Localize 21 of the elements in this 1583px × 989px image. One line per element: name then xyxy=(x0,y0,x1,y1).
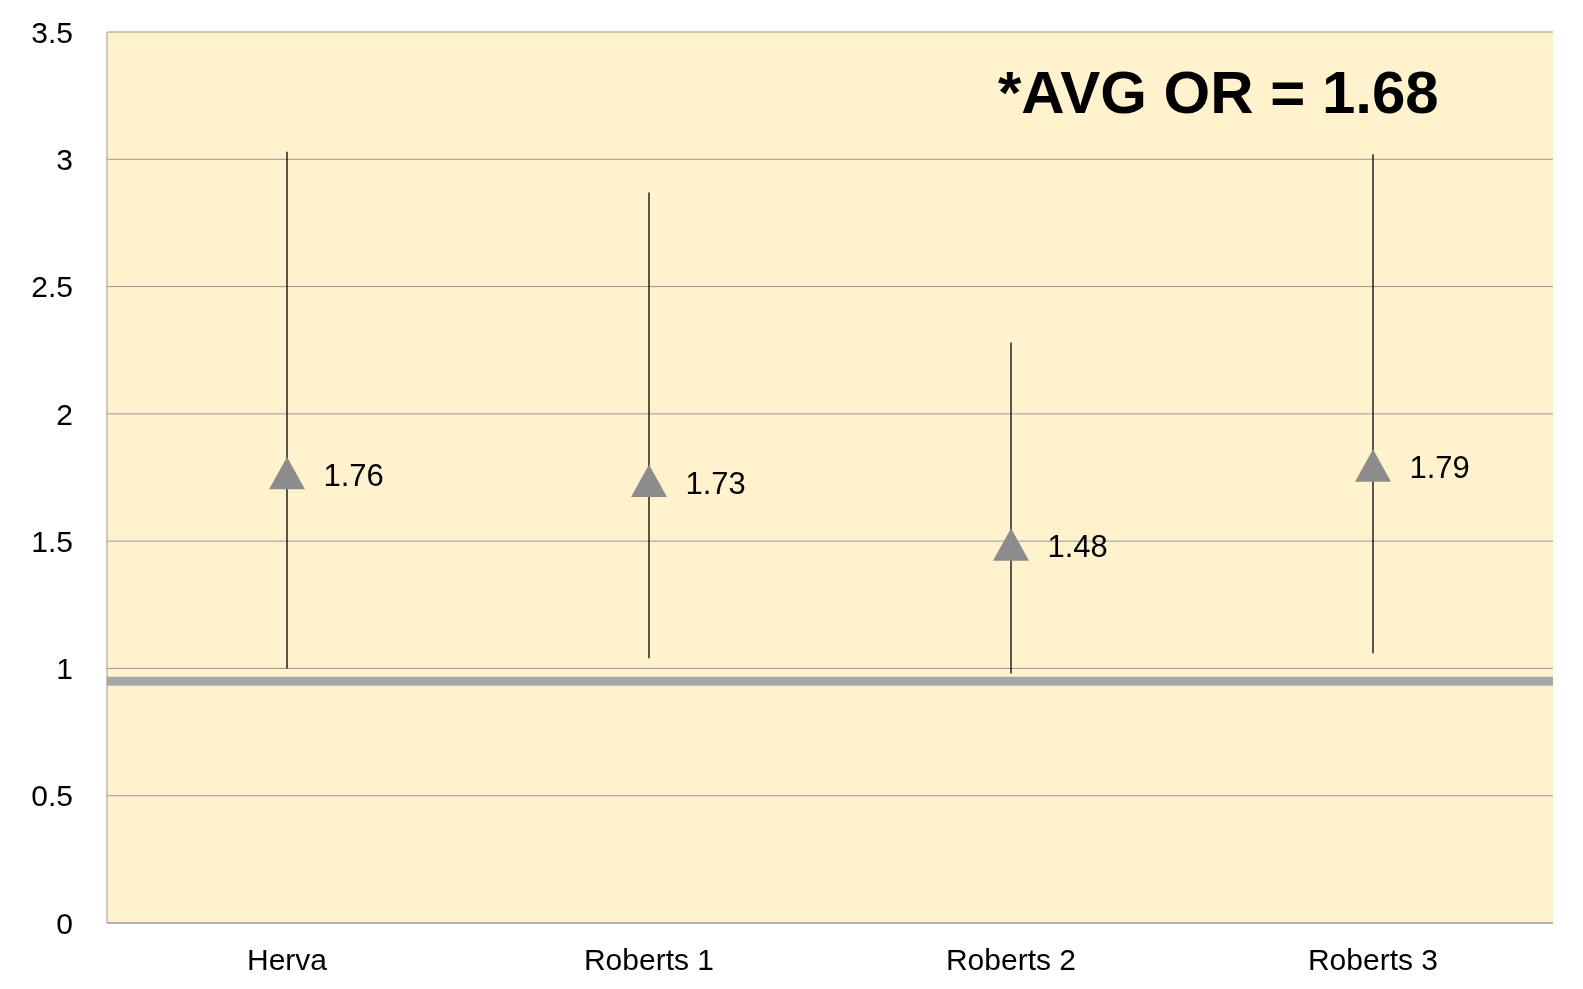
x-tick-label: Herva xyxy=(246,943,328,977)
y-tick-label: 2 xyxy=(56,397,73,431)
y-tick-label: 1 xyxy=(56,652,73,686)
annotation: *AVG OR = 1.68 xyxy=(998,58,1439,127)
y-tick-label: 1.5 xyxy=(31,524,73,558)
y-tick-label: 3.5 xyxy=(31,15,73,49)
y-tick-label: 3 xyxy=(56,142,73,176)
x-tick-label: Roberts 3 xyxy=(1307,943,1439,977)
point xyxy=(993,528,1029,561)
data-label: 1.48 xyxy=(1047,529,1108,565)
y-tick-label: 2.5 xyxy=(31,270,73,304)
data-label: 1.76 xyxy=(323,457,384,493)
data-label: 1.73 xyxy=(685,465,746,501)
point xyxy=(269,456,305,490)
x-tick-label: Roberts 1 xyxy=(583,943,715,977)
point xyxy=(1355,449,1391,482)
point xyxy=(631,464,667,497)
y-tick-label: 0 xyxy=(56,906,73,940)
data-label: 1.79 xyxy=(1409,450,1470,486)
y-tick-label: 0.5 xyxy=(31,779,73,813)
x-tick-label: Roberts 2 xyxy=(945,943,1077,977)
